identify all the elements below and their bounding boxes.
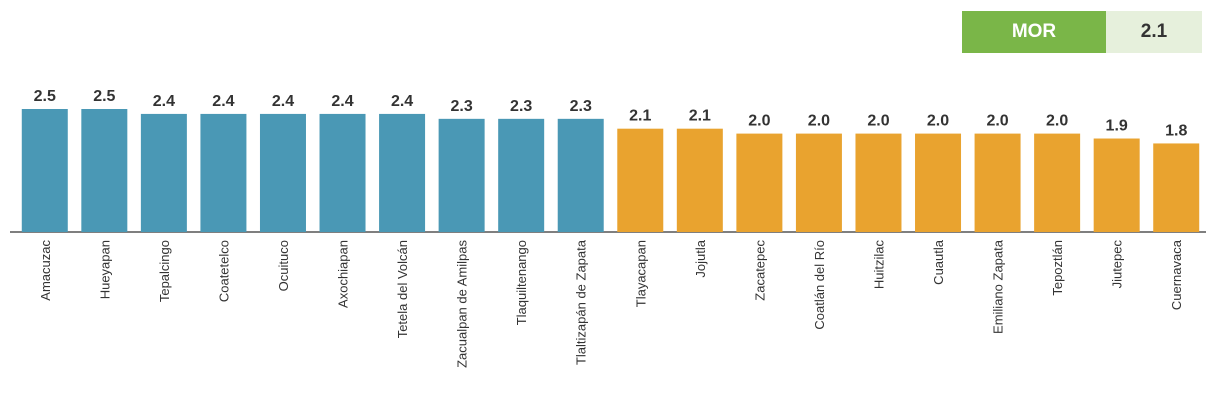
bar-0	[21, 109, 68, 232]
state-average-badge: MOR 2.1	[962, 11, 1202, 53]
data-label-14: 2.0	[867, 113, 889, 130]
category-label-0: Amacuzac	[38, 240, 53, 301]
bar-13	[795, 133, 842, 232]
data-label-17: 2.0	[1046, 113, 1068, 130]
bar-15	[915, 133, 962, 232]
state-label: MOR	[962, 11, 1106, 53]
bar-19	[1153, 143, 1200, 232]
bar-8	[498, 118, 545, 232]
category-label-11: Jojutla	[693, 239, 708, 277]
data-label-6: 2.4	[391, 93, 413, 110]
bar-5	[319, 113, 366, 232]
data-label-4: 2.4	[272, 93, 294, 110]
category-label-16: Emiliano Zapata	[991, 239, 1006, 334]
category-label-15: Cuautla	[931, 239, 946, 285]
category-label-2: Tepalcingo	[157, 240, 172, 302]
category-label-1: Hueyapan	[97, 240, 112, 299]
bar-9	[557, 118, 604, 232]
category-label-12: Zacatepec	[752, 240, 767, 301]
category-label-9: Tlaltizapán de Zapata	[574, 239, 589, 365]
data-label-0: 2.5	[34, 88, 56, 105]
category-label-13: Coatlán del Río	[812, 240, 827, 330]
data-label-2: 2.4	[153, 93, 175, 110]
data-label-8: 2.3	[510, 98, 532, 115]
bar-1	[81, 109, 128, 232]
category-label-5: Axochiapan	[336, 240, 351, 308]
bar-18	[1093, 138, 1140, 232]
data-label-9: 2.3	[570, 98, 592, 115]
bar-7	[438, 118, 485, 232]
data-label-11: 2.1	[689, 108, 711, 125]
bar-10	[617, 128, 664, 232]
data-label-1: 2.5	[93, 88, 115, 105]
data-label-7: 2.3	[451, 98, 473, 115]
data-label-16: 2.0	[986, 113, 1008, 130]
bar-3	[200, 113, 247, 232]
data-label-3: 2.4	[212, 93, 234, 110]
data-label-12: 2.0	[748, 113, 770, 130]
bar-17	[1034, 133, 1081, 232]
bar-2	[140, 113, 187, 232]
bar-4	[259, 113, 306, 232]
bar-6	[379, 113, 426, 232]
bar-14	[855, 133, 902, 232]
data-label-10: 2.1	[629, 108, 651, 125]
category-label-19: Cuernavaca	[1169, 239, 1184, 310]
category-label-4: Ocuituco	[276, 240, 291, 291]
category-label-6: Tetela del Volcán	[395, 240, 410, 338]
category-label-8: Tlaquiltenango	[514, 240, 529, 325]
data-label-5: 2.4	[331, 93, 353, 110]
category-label-14: Huitzilac	[871, 240, 886, 290]
category-label-17: Tepoztlán	[1050, 240, 1065, 296]
bar-16	[974, 133, 1021, 232]
category-label-10: Tlayacapan	[633, 240, 648, 307]
data-label-18: 1.9	[1106, 118, 1128, 135]
category-label-3: Coatetelco	[216, 240, 231, 302]
data-label-19: 1.8	[1165, 122, 1187, 139]
category-label-7: Zacualpan de Amilpas	[455, 240, 470, 368]
bar-12	[736, 133, 783, 232]
state-value: 2.1	[1106, 11, 1202, 53]
category-label-18: Jiutepec	[1110, 240, 1125, 289]
data-label-15: 2.0	[927, 113, 949, 130]
data-label-13: 2.0	[808, 113, 830, 130]
bar-11	[676, 128, 723, 232]
